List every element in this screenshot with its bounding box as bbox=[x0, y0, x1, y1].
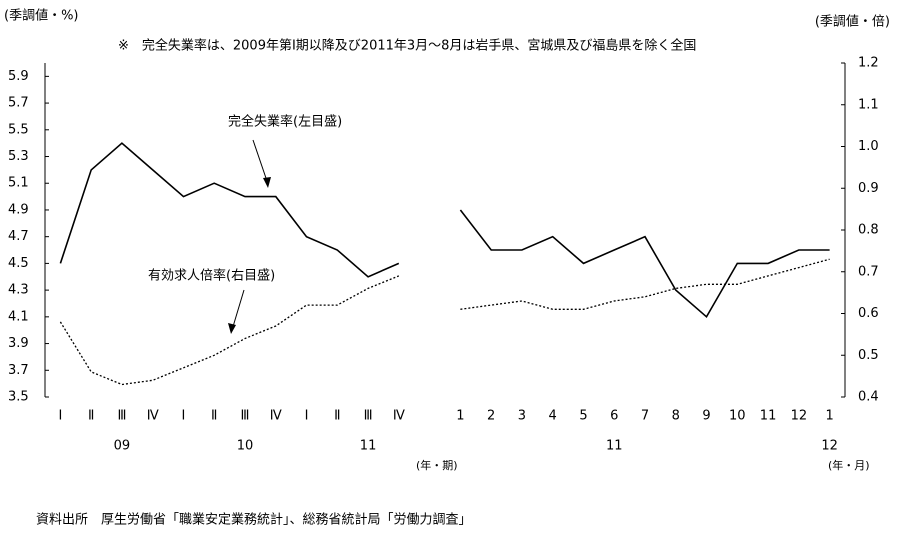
y-tick-label: 4.7 bbox=[8, 229, 29, 244]
x-tick-label: 8 bbox=[672, 409, 680, 424]
x-tick-label: 12 bbox=[791, 409, 808, 424]
x-tick-label: 11 bbox=[760, 409, 777, 424]
y2-tick-label: 0.9 bbox=[858, 181, 879, 196]
note: ※ 完全失業率は、2009年第Ⅰ期以降及び2011年3月～8月は岩手県、宮城県及… bbox=[118, 38, 696, 54]
x-tick-label: 1 bbox=[825, 409, 833, 424]
annotation: 完全失業率(左目盛) bbox=[228, 114, 342, 130]
y-tick-label: 4.9 bbox=[8, 202, 29, 217]
y-tick-label: 4.5 bbox=[8, 256, 29, 271]
annotation-arrow bbox=[252, 139, 269, 185]
x-tick-label: 9 bbox=[702, 409, 710, 424]
year-label: 11 bbox=[360, 439, 377, 454]
right-axis-unit: (季調値・倍) bbox=[815, 14, 890, 30]
y-tick-label: 5.1 bbox=[8, 176, 29, 191]
year-label: 11 bbox=[606, 439, 623, 454]
series-line bbox=[59, 258, 830, 386]
y-tick-label: 3.5 bbox=[8, 390, 29, 405]
x-tick-label: Ⅲ bbox=[241, 409, 250, 424]
y-tick-label: 5.3 bbox=[8, 149, 29, 164]
y-tick-label: 4.3 bbox=[8, 283, 29, 298]
x-tick-label: 4 bbox=[549, 409, 557, 424]
y2-tick-label: 0.8 bbox=[858, 223, 879, 238]
x-tick-label: Ⅱ bbox=[88, 409, 94, 424]
y2-tick-label: 1.2 bbox=[858, 56, 879, 71]
x-tick-label: 5 bbox=[579, 409, 587, 424]
annotation-arrowhead bbox=[263, 177, 271, 188]
x-tick-label: 6 bbox=[610, 409, 618, 424]
year-label: 09 bbox=[114, 439, 131, 454]
y2-tick-label: 0.6 bbox=[858, 306, 879, 321]
x-tick-label: 1 bbox=[456, 409, 464, 424]
y2-tick-label: 0.5 bbox=[858, 348, 879, 363]
left-axis-unit: (季調値・%) bbox=[4, 8, 79, 24]
x-tick-label: Ⅰ bbox=[58, 409, 62, 424]
x-tick-label: 7 bbox=[641, 409, 649, 424]
y-tick-label: 5.5 bbox=[8, 122, 29, 137]
x-tick-label: Ⅲ bbox=[364, 409, 373, 424]
y-tick-label: 4.1 bbox=[8, 309, 29, 324]
x-tick-label: Ⅳ bbox=[393, 409, 405, 424]
y-tick-label: 5.7 bbox=[8, 96, 29, 111]
y2-tick-label: 0.4 bbox=[858, 390, 879, 405]
year-label: 10 bbox=[237, 439, 254, 454]
annotation: 有効求人倍率(右目盛) bbox=[148, 268, 275, 284]
annotation-arrowhead bbox=[228, 323, 236, 334]
series-line bbox=[59, 142, 830, 319]
x-unit: (年・月) bbox=[828, 458, 870, 472]
x-tick-label: 10 bbox=[729, 409, 746, 424]
x-tick-label: Ⅰ bbox=[182, 409, 186, 424]
y-tick-label: 3.7 bbox=[8, 363, 29, 378]
x-tick-label: Ⅱ bbox=[211, 409, 217, 424]
x-unit: (年・期) bbox=[416, 458, 458, 472]
x-tick-label: Ⅱ bbox=[334, 409, 340, 424]
y-tick-label: 5.9 bbox=[8, 69, 29, 84]
source: 資料出所 厚生労働省「職業安定業務統計」、総務省統計局「労働力調査」 bbox=[36, 512, 472, 528]
x-tick-label: Ⅳ bbox=[147, 409, 159, 424]
y2-tick-label: 1.1 bbox=[858, 97, 879, 112]
y-tick-label: 3.9 bbox=[8, 336, 29, 351]
annotation-arrow bbox=[231, 289, 245, 331]
x-tick-label: 3 bbox=[518, 409, 526, 424]
y2-tick-label: 1.0 bbox=[858, 139, 879, 154]
x-tick-label: 2 bbox=[487, 409, 495, 424]
year-label: 12 bbox=[821, 439, 838, 454]
x-tick-label: Ⅰ bbox=[305, 409, 309, 424]
x-tick-label: Ⅲ bbox=[117, 409, 126, 424]
y2-tick-label: 0.7 bbox=[858, 264, 879, 279]
x-tick-label: Ⅳ bbox=[270, 409, 282, 424]
